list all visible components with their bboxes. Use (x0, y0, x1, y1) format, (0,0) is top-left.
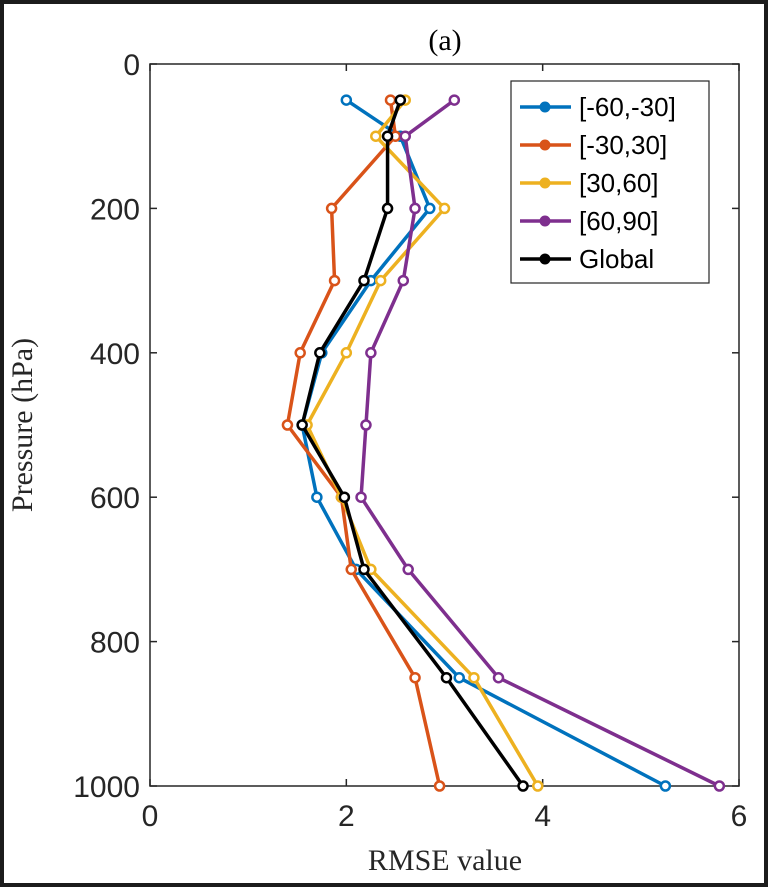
x-tick-label: 0 (142, 800, 159, 833)
data-point (394, 94, 407, 106)
data-point (374, 274, 387, 287)
data-point (409, 671, 421, 684)
data-point (468, 671, 480, 684)
x-tick-label: 4 (534, 800, 551, 833)
data-point (360, 419, 372, 431)
legend-item: [-30,30] (520, 130, 667, 160)
data-point (365, 347, 377, 359)
data-point (409, 202, 421, 215)
data-point (433, 780, 446, 792)
data-point (328, 274, 341, 287)
rmse-pressure-chart: (a) 0 2 4 6 0 200 400 600 800 1000 [-60,-30] [-30,… (6, 24, 748, 877)
data-point (381, 202, 394, 215)
legend-marker (539, 177, 551, 189)
data-point (381, 130, 394, 142)
x-tick-label: 6 (731, 800, 748, 833)
data-point (532, 780, 544, 792)
data-point (355, 491, 367, 503)
legend-marker (539, 215, 551, 227)
data-point (438, 202, 451, 215)
y-axis-label: Pressure (hPa) (6, 338, 39, 512)
legend-item: [60,90] (520, 206, 659, 236)
data-point (281, 419, 294, 431)
data-point (370, 130, 382, 142)
x-tick-label: 2 (338, 800, 355, 833)
data-point (294, 347, 306, 359)
data-point (713, 780, 726, 792)
legend-marker (539, 139, 551, 151)
series-4 (296, 94, 529, 792)
data-point (340, 347, 353, 359)
y-tick-label: 400 (90, 338, 140, 371)
y-tick-label: 800 (90, 627, 140, 660)
series-line (285, 99, 442, 787)
legend-item: [-60,-30] (520, 92, 676, 122)
legend-label: [-60,-30] (579, 92, 676, 122)
data-point (314, 347, 326, 359)
data-point (517, 780, 529, 792)
data-point (440, 671, 453, 684)
y-tick-label: 200 (90, 193, 140, 226)
data-point (453, 671, 465, 684)
chart-panel: (a) 0 2 4 6 0 200 400 600 800 1000 [-60,-30] [-30,… (4, 4, 764, 883)
series-line (300, 99, 525, 788)
legend-label: [30,60] (579, 168, 659, 198)
data-point (397, 274, 410, 287)
x-axis-label: RMSE value (368, 844, 522, 877)
legend-label: Global (579, 244, 654, 274)
legend-marker (539, 101, 551, 113)
data-point (399, 130, 411, 142)
data-point (358, 563, 370, 576)
series-3 (355, 94, 726, 792)
legend-item: [30,60] (520, 168, 659, 198)
data-point (311, 491, 323, 503)
data-point (345, 563, 357, 576)
data-point (448, 94, 461, 106)
data-point (659, 780, 672, 792)
legend-marker (539, 253, 551, 265)
y-tick-label: 600 (90, 482, 140, 515)
y-tick-label: 1000 (73, 771, 140, 804)
series-line (359, 98, 721, 788)
data-point (402, 563, 414, 576)
data-point (492, 671, 505, 684)
data-point (340, 94, 353, 106)
y-tick-label: 0 (123, 49, 140, 82)
data-point (296, 419, 308, 431)
data-point (325, 202, 338, 215)
data-point (424, 202, 436, 215)
data-point (384, 94, 397, 106)
chart-title: (a) (428, 24, 461, 57)
data-point (338, 491, 351, 503)
legend-label: [60,90] (579, 206, 659, 236)
legend-item: Global (520, 244, 654, 274)
data-point (358, 274, 370, 287)
legend-label: [-30,30] (579, 130, 667, 160)
